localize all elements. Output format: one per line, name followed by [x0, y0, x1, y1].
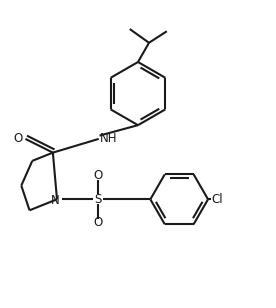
Text: N: N [51, 194, 60, 207]
Text: O: O [94, 216, 103, 229]
Text: Cl: Cl [212, 193, 223, 206]
Text: O: O [94, 169, 103, 182]
Text: S: S [94, 193, 102, 206]
Text: O: O [14, 132, 23, 145]
Text: NH: NH [100, 132, 117, 145]
